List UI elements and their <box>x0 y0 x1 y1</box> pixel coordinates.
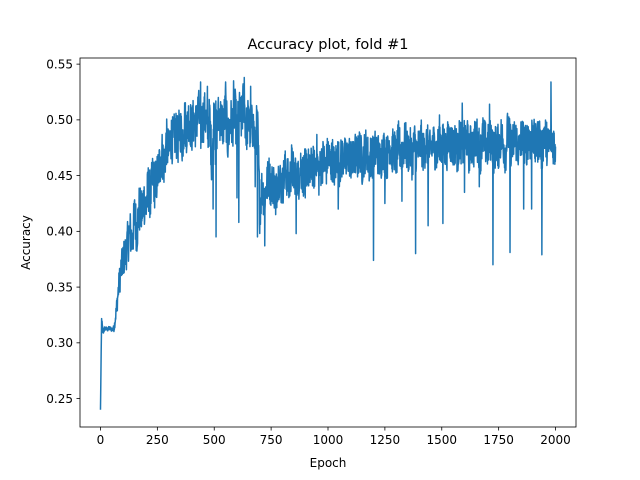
x-tick-label: 750 <box>260 433 283 447</box>
x-tick-label: 500 <box>203 433 226 447</box>
y-tick-label: 0.50 <box>46 113 73 127</box>
y-axis-label: Accuracy <box>19 215 33 270</box>
x-tick-label: 1250 <box>370 433 401 447</box>
plot-area <box>80 58 576 427</box>
x-tick-label: 0 <box>97 433 105 447</box>
y-tick-label: 0.25 <box>46 392 73 406</box>
x-tick-label: 2000 <box>540 433 571 447</box>
chart-title: Accuracy plot, fold #1 <box>247 37 408 53</box>
x-tick-label: 1000 <box>313 433 344 447</box>
y-tick-label: 0.40 <box>46 225 73 239</box>
x-tick-label: 1750 <box>483 433 514 447</box>
y-axis-ticks: 0.25 0.30 0.35 0.40 0.45 0.50 0.55 <box>46 57 80 406</box>
y-tick-label: 0.55 <box>46 57 73 71</box>
x-tick-label: 1500 <box>426 433 457 447</box>
accuracy-line <box>99 76 557 410</box>
y-tick-label: 0.30 <box>46 336 73 350</box>
x-axis-label: Epoch <box>310 456 347 470</box>
y-tick-label: 0.35 <box>46 280 73 294</box>
x-axis-ticks: 0 250 500 750 1000 1250 1500 1750 2000 <box>97 427 571 447</box>
x-tick-label: 250 <box>146 433 169 447</box>
series-layer <box>99 76 557 410</box>
y-tick-label: 0.45 <box>46 169 73 183</box>
